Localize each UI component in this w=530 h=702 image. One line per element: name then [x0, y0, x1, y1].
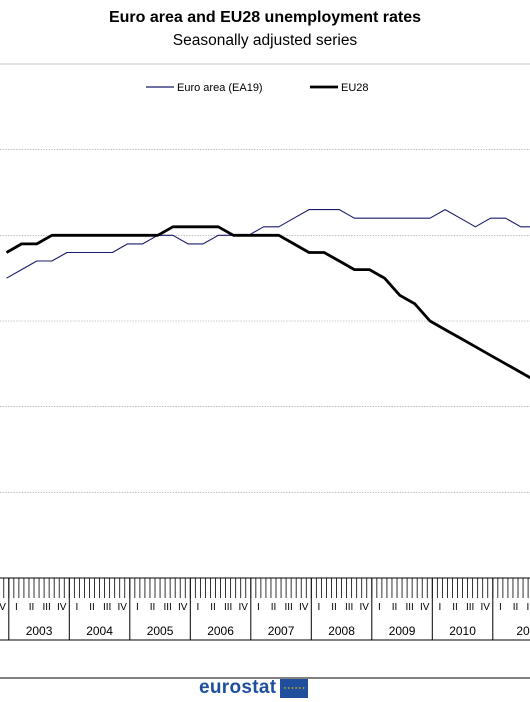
year-label: 2010 — [449, 624, 476, 638]
year-label: 2009 — [389, 624, 416, 638]
year-label: 2004 — [86, 624, 113, 638]
series-line-eu28 — [5, 225, 530, 380]
quarter-label: I — [257, 602, 260, 613]
quarter-label: II — [29, 602, 35, 613]
logo-text: eurostat — [199, 677, 277, 698]
quarter-label: II — [150, 602, 156, 613]
quarter-label: IV — [178, 602, 188, 613]
quarter-label: I — [136, 602, 139, 613]
quarter-label: I — [499, 602, 502, 613]
year-label: 20 — [516, 624, 530, 638]
eu-flag-icon: ★ ★ ★ ★ ★ ★ — [280, 678, 309, 698]
series-line-euro-area — [6, 209, 530, 279]
quarter-label: IV — [481, 602, 491, 613]
year-label: 2007 — [268, 624, 295, 638]
quarter-label: II — [271, 602, 277, 613]
quarter-label: I — [15, 602, 18, 613]
quarter-label: III — [405, 602, 413, 613]
quarter-label: III — [466, 602, 474, 613]
quarter-label: III — [526, 602, 530, 613]
quarter-label: II — [331, 602, 337, 613]
quarter-label: II — [513, 602, 519, 613]
eurostat-logo: eurostat ★ ★ ★ ★ ★ ★ — [199, 676, 309, 700]
year-label: 2008 — [328, 624, 355, 638]
series — [5, 209, 530, 380]
quarter-label: III — [224, 602, 232, 613]
quarter-label: III — [163, 602, 171, 613]
quarter-label: IV — [118, 602, 128, 613]
quarter-label: IV — [299, 602, 309, 613]
legend-label-eu28: EU28 — [341, 82, 369, 94]
quarter-label: IV — [0, 602, 6, 613]
legend-label-euro-area: Euro area (EA19) — [177, 82, 263, 94]
quarter-label: II — [452, 602, 458, 613]
quarter-label: I — [317, 602, 320, 613]
quarter-label: IV — [57, 602, 67, 613]
quarter-label: II — [89, 602, 95, 613]
quarter-label: III — [42, 602, 50, 613]
year-label: 2006 — [207, 624, 234, 638]
year-label: 2005 — [147, 624, 174, 638]
x-axis: IVIIIIIIIVIIIIIIIVIIIIIIIVIIIIIIIVIIIIII… — [0, 577, 530, 641]
chart-title: Euro area and EU28 unemployment rates — [108, 9, 422, 26]
quarter-label: IV — [239, 602, 249, 613]
quarter-label: IV — [420, 602, 430, 613]
quarter-label: III — [345, 602, 353, 613]
quarter-label: I — [378, 602, 381, 613]
quarter-label: II — [210, 602, 216, 613]
chart-subtitle: Seasonally adjusted series — [172, 32, 358, 49]
quarter-label: III — [103, 602, 111, 613]
quarter-label: I — [438, 602, 441, 613]
quarter-label: III — [284, 602, 292, 613]
gridlines — [0, 63, 530, 493]
quarter-label: I — [196, 602, 199, 613]
quarter-label: II — [392, 602, 398, 613]
legend: Euro area (EA19) EU28 — [146, 82, 369, 94]
quarter-label: I — [75, 602, 78, 613]
quarter-label: IV — [360, 602, 370, 613]
year-label: 2003 — [26, 624, 53, 638]
